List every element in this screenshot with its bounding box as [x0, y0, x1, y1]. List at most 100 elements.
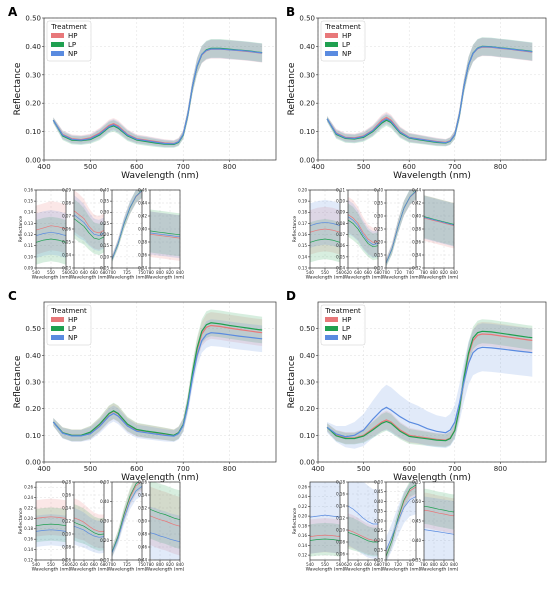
series-line-np: [326, 346, 533, 438]
inset-chart-3: 700 720 740 0.10 0.15 0.20 0.25 0.30 0.35 0.40 Wav…: [374, 187, 421, 280]
y-tick-label: 0.00: [299, 156, 315, 164]
band-lp: [327, 319, 533, 448]
y-tick-label: 0.50: [25, 325, 41, 333]
y-tick-label: 0.07: [62, 213, 71, 218]
series-line-hp: [310, 228, 340, 233]
y-tick-label: 0.19: [298, 199, 307, 204]
inset-chart-1: 540 550 560 0.12 0.14 0.16 0.18 0.20 0.22 0.24 0.2…: [18, 481, 71, 573]
series-line-lp: [310, 238, 340, 243]
series-line-lp: [386, 484, 416, 557]
legend-title: Treatment: [324, 307, 361, 315]
y-tick-label: 0.00: [25, 156, 41, 164]
series-line-lp: [112, 482, 139, 553]
legend-entry-hp: HP: [342, 316, 352, 324]
band-np: [348, 200, 378, 258]
series-line-lp: [348, 219, 378, 248]
y-tick-label: 0.18: [298, 523, 307, 528]
legend-entry-np: NP: [68, 334, 77, 342]
x-axis-label: Wavelength (nm): [121, 473, 199, 483]
series-line-lp: [74, 521, 104, 535]
y-tick-label: 0.20: [298, 187, 307, 192]
y-tick-label: 0.46: [138, 544, 147, 549]
band-np: [150, 506, 180, 560]
y-tick-label: 0.16: [62, 492, 71, 497]
band-lp: [310, 523, 340, 557]
inset-chart-2: 620 640 660 680 0.04 0.05 0.06 0.07 0.08 0.09 0.10…: [336, 187, 383, 280]
x-tick-label: 400: [311, 163, 324, 171]
y-tick-label: 0.32: [412, 265, 421, 270]
y-tick-label: 0.40: [299, 43, 315, 51]
y-tick-label: 0.00: [25, 458, 41, 466]
x-tick-label: 800: [430, 270, 438, 275]
legend-title: Treatment: [324, 23, 361, 31]
legend-entry-np: NP: [342, 50, 351, 58]
x-tick-label: 780: [420, 562, 428, 567]
band-np: [36, 210, 66, 258]
legend-entry-hp: HP: [68, 316, 78, 324]
plot-area: [326, 319, 533, 449]
y-tick-label: 0.35: [374, 509, 383, 514]
x-axis-label: Wavelength (nm): [32, 275, 71, 281]
y-tick-label: 0.13: [298, 265, 307, 270]
x-tick-label: 740: [406, 562, 414, 567]
x-axis-label: Wavelength (nm): [393, 473, 471, 483]
x-tick-label: 680: [374, 562, 382, 567]
legend-title: Treatment: [50, 23, 87, 31]
axes-frame: [385, 189, 417, 269]
band-lp: [53, 309, 263, 442]
x-tick-label: 640: [80, 562, 88, 567]
x-tick-label: 660: [90, 270, 98, 275]
legend-swatch-lp: [325, 326, 338, 331]
x-tick-label: 800: [494, 163, 507, 171]
axes-frame: [317, 17, 547, 161]
y-axis-label: Reflectance: [292, 508, 298, 535]
x-tick-label: 720: [394, 562, 402, 567]
plot-area: [112, 482, 142, 558]
y-tick-label: 0.16: [298, 232, 307, 237]
y-tick-label: 0.30: [374, 518, 383, 523]
y-tick-label: 0.50: [299, 14, 315, 22]
y-tick-label: 0.56: [138, 479, 147, 484]
x-tick-label: 700: [177, 465, 190, 473]
band-lp: [386, 190, 416, 268]
series-line-lp: [424, 505, 454, 513]
legend-swatch-np: [325, 335, 338, 340]
band-np: [310, 200, 340, 248]
y-tick-label: 0.40: [138, 226, 147, 231]
x-axis-label: Wavelength (nm): [70, 567, 109, 573]
y-tick-label: 0.30: [299, 71, 315, 79]
y-tick-label: 0.50: [299, 325, 315, 333]
x-tick-label: 500: [84, 163, 97, 171]
series-line-np: [424, 529, 454, 535]
x-tick-label: 720: [394, 270, 402, 275]
series-line-np: [36, 529, 66, 532]
legend-entry-lp: LP: [342, 41, 350, 49]
band-hp: [36, 201, 66, 255]
main-chart: 400 500 600 700 800 0.00 0.10 0.20 0.30 0.40 0.50 W…: [13, 301, 277, 483]
plot-area: [36, 498, 66, 547]
y-tick-label: 0.42: [412, 200, 421, 205]
x-tick-label: 840: [450, 270, 458, 275]
y-tick-label: 0.26: [24, 485, 33, 490]
axes-frame: [347, 189, 379, 269]
series-line-np: [150, 532, 180, 543]
series-line-hp: [36, 516, 66, 519]
x-tick-label: 660: [364, 562, 372, 567]
y-tick-label: 0.22: [298, 504, 307, 509]
series-line-hp: [150, 515, 180, 527]
plot-area: [310, 482, 340, 557]
axes-frame: [309, 481, 341, 561]
series-line-np: [386, 496, 416, 551]
series-line-np: [52, 332, 263, 437]
series-line-np: [36, 231, 66, 237]
y-tick-label: 0.22: [24, 505, 33, 510]
panel-b: B 400 500 600 700 800 0.00 0.10 0.20 0.30 0.40 0.50…: [286, 5, 547, 281]
x-tick-label: 680: [374, 270, 382, 275]
x-tick-label: 560: [336, 562, 344, 567]
band-hp: [310, 206, 340, 255]
x-tick-label: 780: [146, 270, 154, 275]
band-hp: [348, 196, 378, 257]
y-tick-label: 0.20: [25, 100, 41, 108]
